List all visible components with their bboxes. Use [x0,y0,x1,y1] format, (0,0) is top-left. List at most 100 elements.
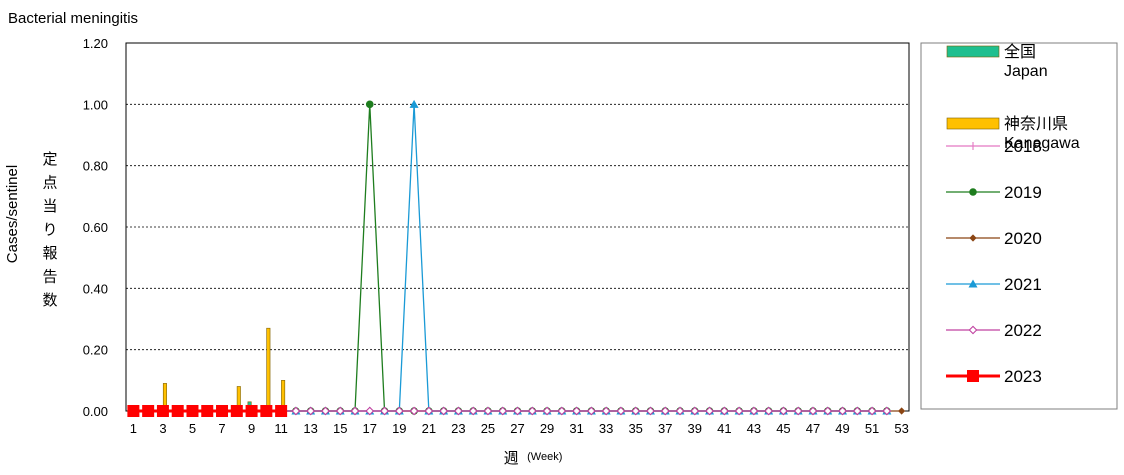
legend-label: 全国 [1004,43,1036,61]
series-marker [572,406,581,416]
series-marker [631,406,641,416]
legend-frame [920,42,1118,410]
series-marker [646,406,655,416]
series-marker [201,405,214,417]
x-axis-label-en: (Week) [527,451,562,463]
series-marker [186,405,199,417]
series-marker [719,406,729,416]
series-marker [823,406,833,416]
x-tick-label: 33 [599,421,613,436]
series-marker [898,407,906,415]
gridlines [126,103,909,351]
x-tick-label: 23 [451,421,465,436]
legend-label: 2021 [1004,275,1042,294]
series-marker [409,406,419,416]
series-marker [660,406,670,416]
series-marker [967,370,979,382]
series-lines [127,99,906,417]
series-marker [380,406,389,416]
series-marker [968,325,978,335]
bar-kanagawa-week-10 [266,327,271,412]
series-marker [882,406,892,416]
legend-label: Kanagawa [1004,135,1080,152]
x-tick-label: 11 [274,421,288,436]
legend-label: Japan [1004,63,1048,80]
legend-label: 2022 [1004,321,1042,340]
series-marker [498,406,508,416]
series-marker [705,406,714,416]
x-tick-label: 21 [422,421,436,436]
series-marker [779,406,788,416]
y-tick-label: 1.00 [83,97,108,112]
series-marker [734,406,744,416]
y-tick-label: 0.00 [83,404,108,419]
series-marker [260,405,273,417]
series-marker [675,406,685,416]
x-tick-label: 29 [540,421,554,436]
series-marker [852,406,862,416]
series-marker [142,405,155,417]
y-axis-label-en: Cases/sentinel [4,165,21,263]
series-marker [291,406,301,416]
x-tick-label: 19 [392,421,406,436]
y-axis-label-jp-char: 点 [42,175,57,192]
series-marker [601,406,611,416]
series-marker [275,405,288,417]
y-axis-label-jp-char: り [42,222,57,239]
series-2021 [128,99,892,415]
series-marker [454,406,463,416]
y-axis-label-jp-char: 当 [42,198,57,215]
series-marker [690,406,700,416]
x-axis-label-jp: 週 [504,450,519,467]
series-marker [838,406,847,416]
series-marker [969,142,977,150]
x-tick-label: 31 [569,421,583,436]
y-tick-label: 0.20 [83,343,108,358]
series-marker [968,279,978,288]
y-axis-label-jp-char: 告 [42,269,57,286]
legend-label: 神奈川県 [1004,115,1068,133]
series-2019 [129,100,891,415]
series-marker [793,406,803,416]
y-tick-label: 1.20 [83,36,108,51]
x-tick-label: 43 [747,421,761,436]
y-tick-label: 0.60 [83,220,108,235]
series-marker [424,406,434,416]
x-tick-label: 53 [894,421,908,436]
x-tick-label: 7 [218,421,225,436]
x-tick-label: 41 [717,421,731,436]
series-marker [245,405,258,417]
series-marker [867,406,877,416]
x-tick-label: 3 [159,421,166,436]
series-marker [527,406,537,416]
x-tick-label: 51 [865,421,879,436]
series-marker [542,406,552,416]
x-axis-label: 週 (Week) [504,450,563,467]
series-marker [350,406,360,416]
series-marker [394,406,404,416]
series-marker [749,406,759,416]
series-marker [439,406,449,416]
y-tick-label: 0.40 [83,281,108,296]
series-marker [616,406,626,416]
x-tick-label: 35 [628,421,642,436]
chart-title: Bacterial meningitis [8,10,138,27]
series-marker [409,99,419,108]
x-tick-label: 17 [363,421,377,436]
x-tick-label: 25 [481,421,495,436]
legend-label: 2023 [1004,367,1042,386]
bars [162,327,286,412]
series-marker [365,406,375,416]
series-marker [764,406,774,416]
series-line-2021 [133,104,887,412]
series-marker [335,406,345,416]
x-tick-label: 47 [806,421,820,436]
series-marker [586,406,596,416]
x-tick-label: 39 [688,421,702,436]
x-tick-label: 1 [130,421,137,436]
series-marker [306,406,316,416]
legend-label: 2020 [1004,229,1042,248]
x-tick-label: 49 [835,421,849,436]
